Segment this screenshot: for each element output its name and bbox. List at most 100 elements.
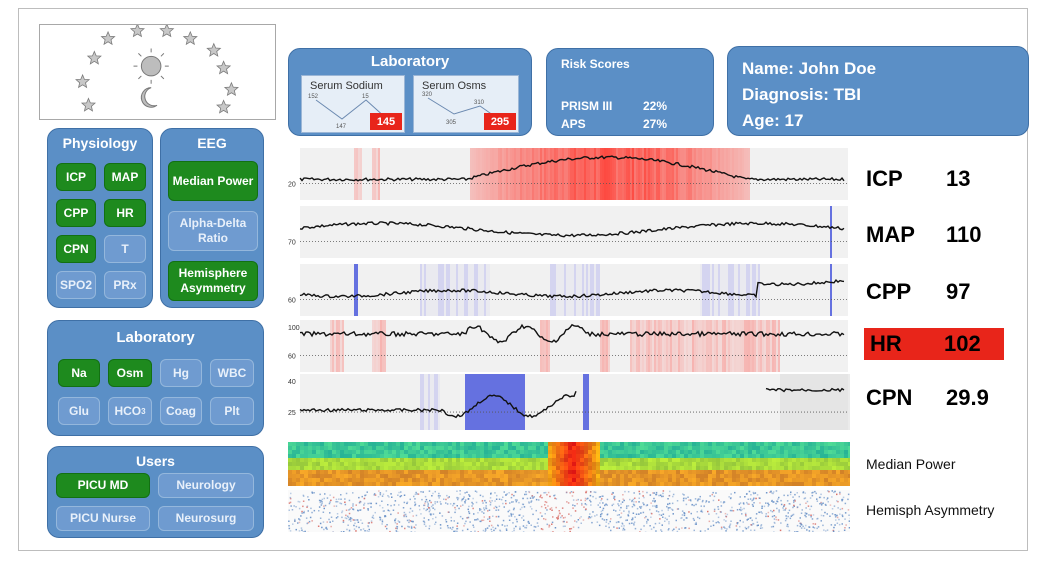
lab-card-title: Serum Sodium: [310, 80, 383, 92]
vital-track-icp: 20: [288, 148, 848, 200]
vital-map: MAP 110: [864, 220, 1006, 250]
vital-value: 102: [944, 331, 981, 356]
physio-t-button[interactable]: T: [104, 235, 146, 263]
vital-track-cpp: 60: [288, 264, 848, 316]
svg-text:320: 320: [422, 92, 433, 98]
vital-icp: ICP 13: [864, 164, 1006, 194]
lab-summary-title: Laboratory: [370, 53, 450, 70]
hemisph-asymmetry-label: Hemisph Asymmetry: [866, 502, 995, 518]
patient-name: Name: John Doe: [742, 59, 877, 78]
aps-value: 27%: [643, 117, 668, 131]
user-neurosurg-button[interactable]: Neurosurg: [158, 506, 254, 531]
vital-name: CPN: [866, 385, 913, 410]
patient-diagnosis: Diagnosis: TBI: [742, 85, 862, 104]
physio-icp-button[interactable]: ICP: [56, 163, 96, 191]
star-icon: [80, 97, 97, 112]
lab-glu-button[interactable]: Glu: [58, 397, 100, 425]
eeg-panel: EEG Median Power Alpha-Delta Ratio Hemis…: [160, 128, 264, 308]
star-icon: [216, 99, 232, 114]
eeg-alpha-delta-button[interactable]: Alpha-Delta Ratio: [168, 211, 258, 251]
lab-plt-button[interactable]: Plt: [210, 397, 254, 425]
patient-info-panel: Name: John Doe Diagnosis: TBI Age: 17: [727, 46, 1029, 136]
lab-coag-button[interactable]: Coag: [160, 397, 202, 425]
physio-cpp-button[interactable]: CPP: [56, 199, 96, 227]
user-picu-nurse-button[interactable]: PICU Nurse: [56, 506, 150, 531]
vital-cpp: CPP 97: [864, 277, 1006, 307]
axis-label: 40: [288, 379, 296, 386]
star-icon: [100, 30, 116, 46]
axis-label: 25: [288, 410, 296, 417]
lab-na-button[interactable]: Na: [58, 359, 100, 387]
hemisphere-asymmetry-track[interactable]: [288, 490, 850, 532]
eeg-hemisphere-asymmetry-button[interactable]: Hemisphere Asymmetry: [168, 261, 258, 301]
physio-prx-button[interactable]: PRx: [104, 271, 146, 299]
patient-age: Age: 17: [742, 111, 804, 130]
risk-scores-panel: Risk Scores PRISM III 22% APS 27%: [546, 48, 714, 136]
svg-text:152: 152: [308, 94, 319, 100]
star-icon: [86, 50, 102, 65]
axis-label: 20: [288, 181, 296, 188]
vital-value: 13: [946, 166, 971, 191]
svg-text:15: 15: [362, 94, 369, 100]
vital-cpn: CPN 29.9: [864, 383, 1026, 413]
axis-label: 100: [288, 325, 300, 332]
vital-track-cpn: 40 25: [288, 374, 850, 430]
physio-spo2-button[interactable]: SPO2: [56, 271, 96, 299]
lab-hg-button[interactable]: Hg: [160, 359, 202, 387]
aps-label: APS: [561, 117, 586, 131]
lab-card-title: Serum Osms: [422, 80, 487, 92]
eeg-title: EEG: [197, 135, 227, 151]
laboratory-title: Laboratory: [116, 329, 195, 346]
physiology-panel: Physiology ICP MAP CPP HR CPN T SPO2 PRx: [47, 128, 153, 308]
lab-hco3-button[interactable]: HCO 3: [108, 397, 152, 425]
axis-label: 60: [288, 353, 296, 360]
star-icon: [206, 42, 222, 57]
vital-value: 29.9: [946, 385, 989, 410]
eeg-median-power-button[interactable]: Median Power: [168, 161, 258, 201]
lab-summary-panel: Laboratory Serum Sodium 152 147 15 145 S…: [288, 48, 532, 136]
physio-map-button[interactable]: MAP: [104, 163, 146, 191]
physio-cpn-button[interactable]: CPN: [56, 235, 96, 263]
serum-sodium-card[interactable]: Serum Sodium 152 147 15 145: [301, 75, 405, 133]
star-icon: [159, 25, 175, 38]
vital-name: CPP: [866, 279, 912, 304]
physiology-title: Physiology: [62, 135, 138, 151]
svg-text:310: 310: [474, 100, 485, 106]
vitals-timeseries[interactable]: 20 70 60 100 60 40 25: [286, 148, 850, 433]
vital-name: MAP: [866, 222, 915, 247]
serum-osms-card[interactable]: Serum Osms 320 305 310 295: [413, 75, 519, 133]
laboratory-panel: Laboratory Na Osm Hg WBC Glu HCO 3 Coag P…: [47, 320, 264, 436]
logo: [39, 24, 276, 120]
sun-moon-stars-logo: [75, 25, 239, 114]
osms-value-badge: 295: [484, 113, 516, 130]
user-picu-md-button[interactable]: PICU MD: [56, 473, 150, 498]
user-neurology-button[interactable]: Neurology: [158, 473, 254, 498]
lab-wbc-button[interactable]: WBC: [210, 359, 254, 387]
lab-osm-button[interactable]: Osm: [108, 359, 152, 387]
vital-name: ICP: [866, 166, 903, 191]
vital-name: HR: [870, 331, 902, 356]
sodium-value-badge: 145: [370, 113, 402, 130]
users-title: Users: [136, 453, 175, 469]
vital-hr-alert: HR 102: [864, 328, 1004, 360]
svg-text:305: 305: [446, 120, 457, 126]
prism-label: PRISM III: [561, 99, 613, 113]
star-icon: [223, 81, 239, 97]
risk-scores-title: Risk Scores: [561, 57, 630, 71]
vital-value: 97: [946, 279, 971, 304]
star-icon: [216, 60, 232, 75]
axis-label: 70: [288, 239, 296, 246]
star-icon: [75, 73, 91, 89]
users-panel: Users PICU MD Neurology PICU Nurse Neuro…: [47, 446, 264, 538]
vital-track-hr: 100 60: [288, 320, 848, 372]
sodium-sparkline: 152 147 15: [308, 94, 387, 130]
star-icon: [182, 30, 198, 46]
axis-label: 60: [288, 297, 296, 304]
median-power-spectrogram[interactable]: [288, 442, 850, 486]
median-power-label: Median Power: [866, 456, 956, 472]
vital-track-map: 70: [288, 206, 848, 258]
physio-hr-button[interactable]: HR: [104, 199, 146, 227]
dashboard-frame: [18, 8, 1028, 551]
prism-value: 22%: [643, 99, 668, 113]
vital-value: 110: [946, 222, 982, 247]
